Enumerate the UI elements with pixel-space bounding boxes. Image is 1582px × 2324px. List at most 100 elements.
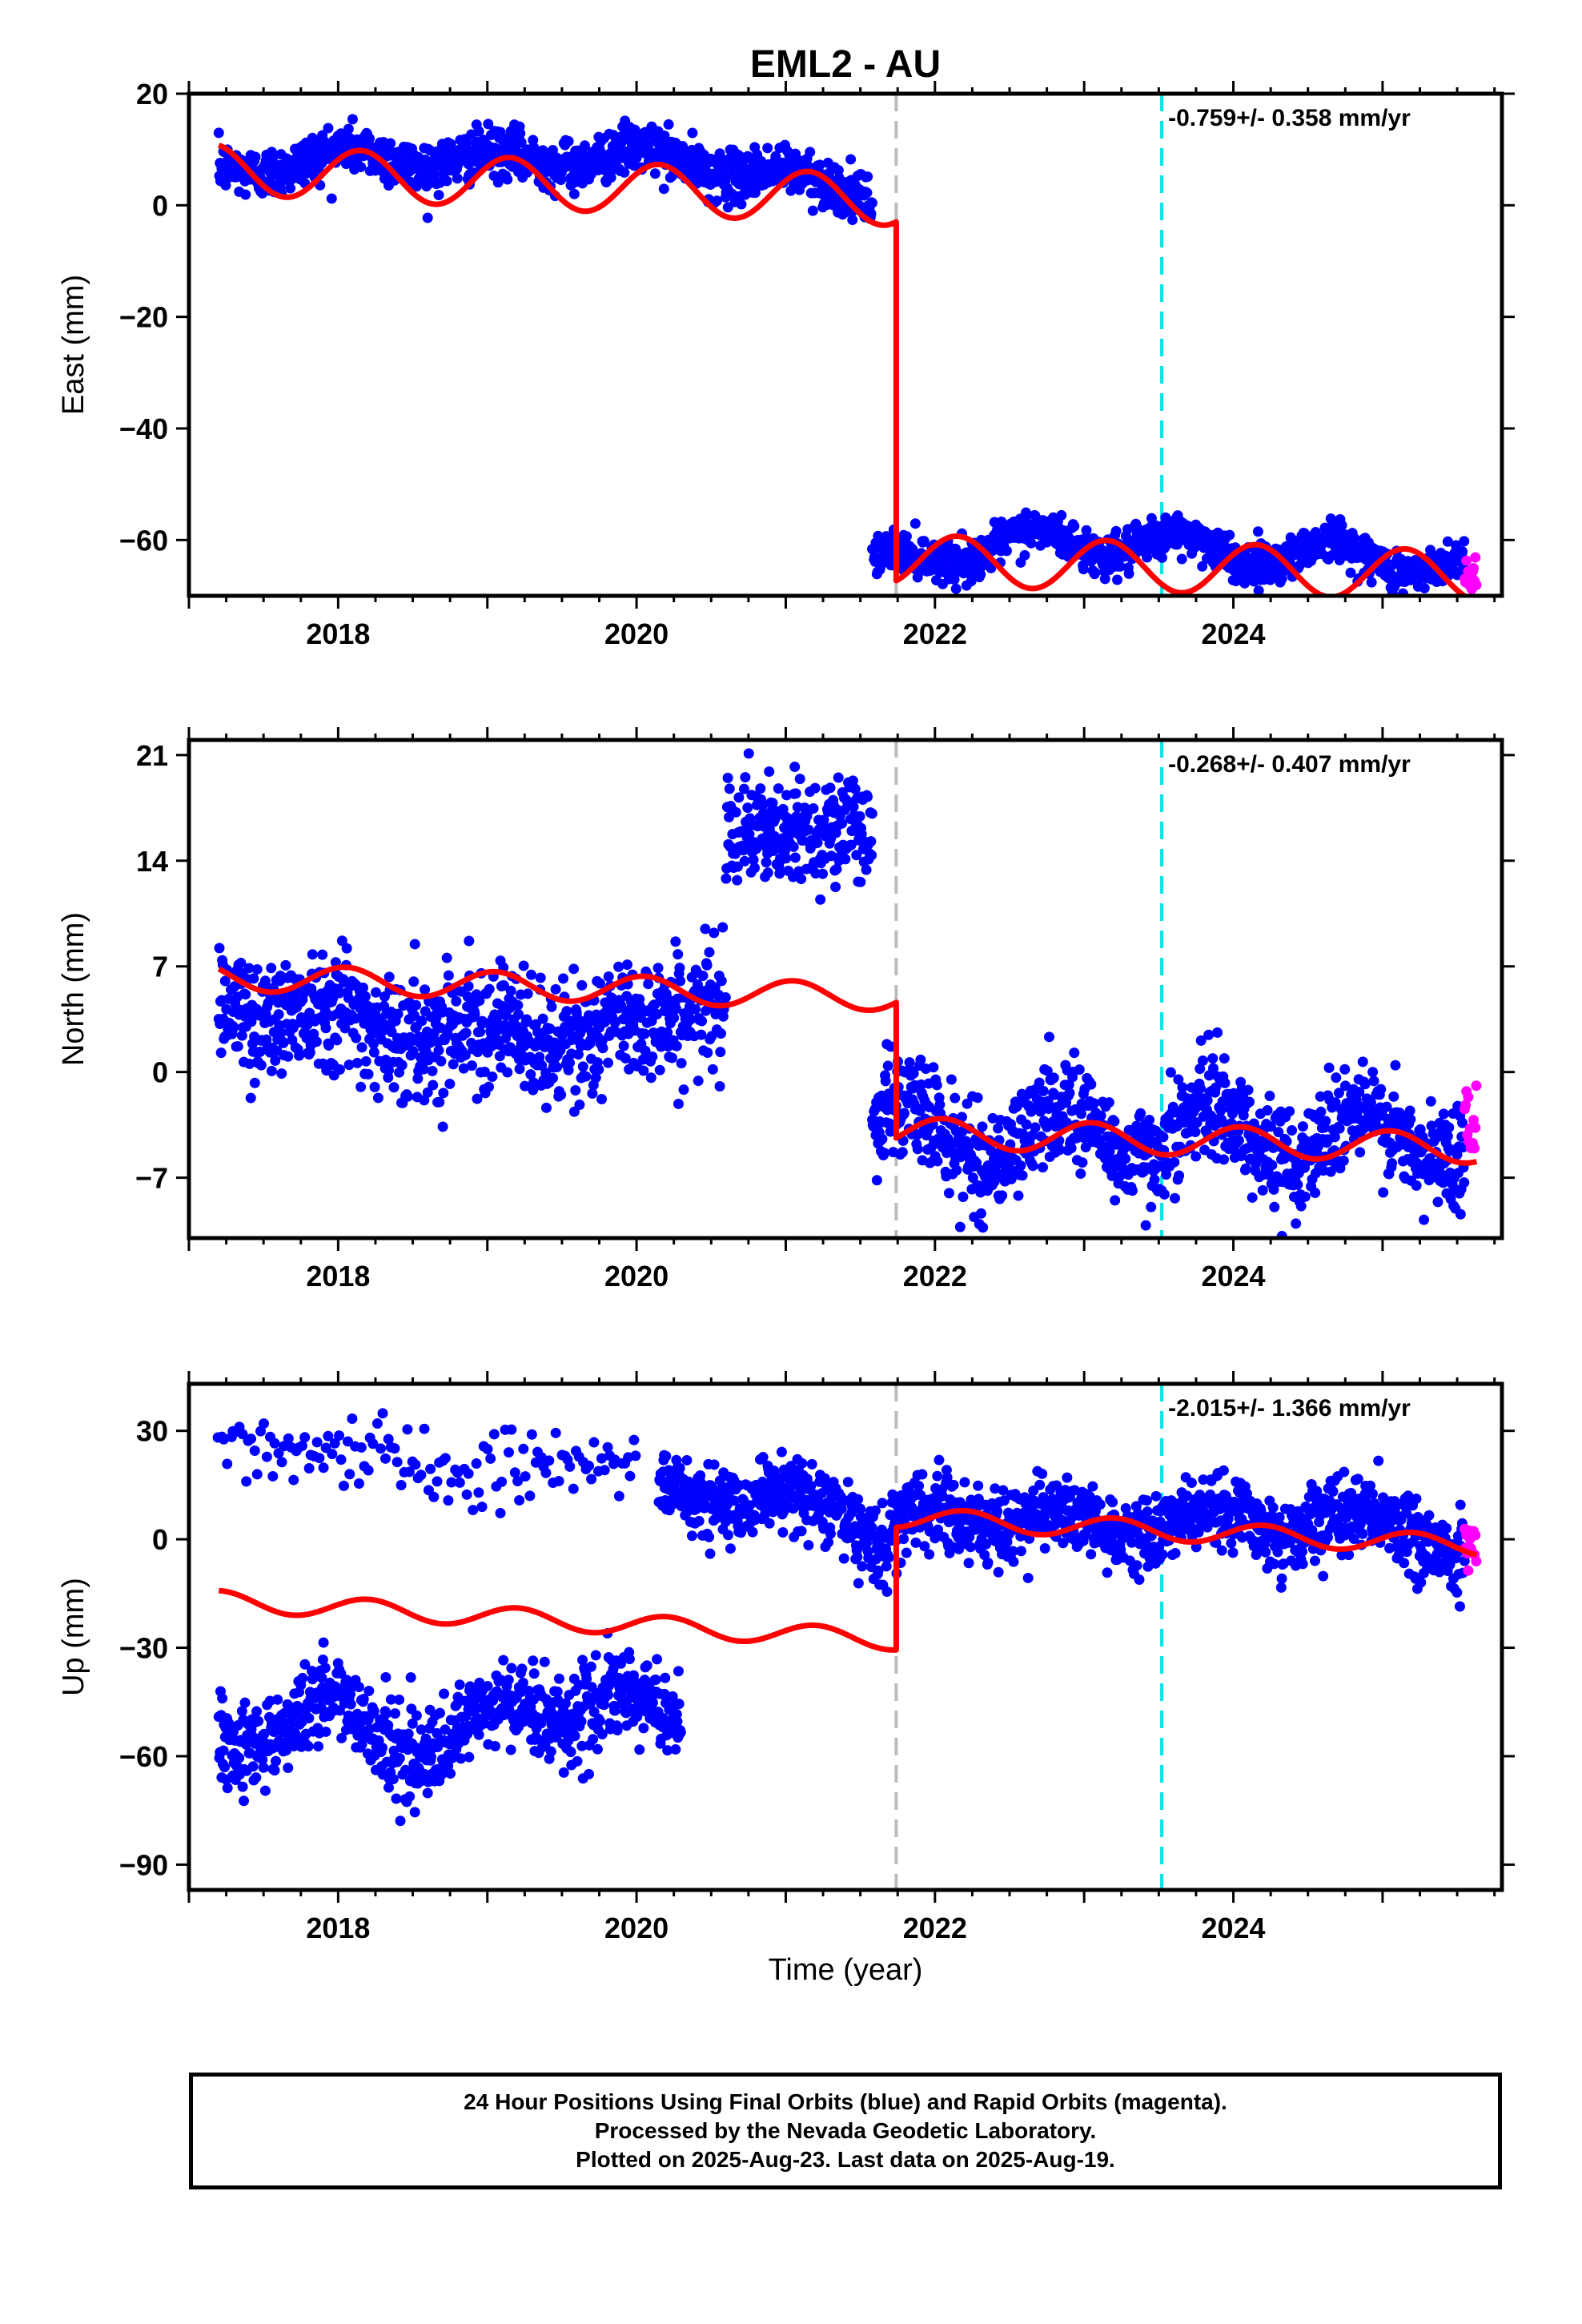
final-orbit-point xyxy=(1269,1201,1280,1212)
final-orbit-point xyxy=(239,1697,251,1708)
final-orbit-point xyxy=(788,841,799,852)
final-orbit-point xyxy=(643,143,654,154)
final-orbit-point xyxy=(1295,560,1306,571)
final-orbit-point xyxy=(1075,1108,1086,1120)
final-orbit-point xyxy=(460,1049,471,1060)
final-orbit-point xyxy=(404,1791,416,1802)
final-orbit-point xyxy=(877,1133,888,1144)
final-orbit-point xyxy=(255,1059,267,1071)
final-orbit-point xyxy=(456,1753,467,1764)
final-orbit-point xyxy=(618,1040,629,1051)
final-orbit-point xyxy=(649,999,661,1011)
final-orbit-point xyxy=(692,979,703,990)
final-orbit-point xyxy=(434,1096,445,1108)
final-orbit-point xyxy=(845,839,857,850)
final-orbit-point xyxy=(420,984,431,995)
final-orbit-point xyxy=(1157,552,1168,563)
final-orbit-point xyxy=(1292,1179,1303,1190)
model-fit-line xyxy=(217,964,1478,1166)
x-tick-label: 2022 xyxy=(903,617,967,650)
final-orbit-point xyxy=(685,1014,697,1025)
final-orbit-point xyxy=(978,1222,989,1233)
final-orbit-point xyxy=(659,131,670,142)
final-orbit-point xyxy=(702,1047,713,1059)
final-orbit-point xyxy=(372,1092,383,1104)
final-orbit-point xyxy=(334,1064,345,1076)
final-orbit-point xyxy=(419,1095,430,1106)
final-orbit-point xyxy=(833,165,844,176)
final-orbit-point xyxy=(709,927,720,939)
final-orbit-point xyxy=(716,975,727,987)
final-orbit-point xyxy=(1140,1220,1151,1231)
x-axis-label: Time (year) xyxy=(769,1953,923,1987)
final-orbit-point xyxy=(377,1742,388,1753)
final-orbit-point xyxy=(484,1081,495,1092)
y-tick-label: 0 xyxy=(152,1056,168,1089)
final-orbit-point xyxy=(323,1039,335,1051)
final-orbit-point xyxy=(466,1060,477,1072)
final-orbit-point xyxy=(387,1773,399,1784)
final-orbit-point xyxy=(1310,1188,1321,1199)
final-orbit-point xyxy=(946,1074,957,1085)
final-orbit-point xyxy=(1017,1170,1028,1181)
final-orbit-point xyxy=(443,970,454,981)
final-orbit-point xyxy=(678,1084,689,1096)
final-orbit-point xyxy=(663,119,674,130)
final-orbit-point xyxy=(1457,1117,1468,1128)
final-orbit-point xyxy=(448,1059,459,1070)
final-orbit-point xyxy=(445,1768,456,1779)
model-fit-line xyxy=(217,143,1470,596)
final-orbit-point xyxy=(1207,1053,1219,1064)
final-orbit-point xyxy=(711,195,722,207)
x-tick-label: 2018 xyxy=(306,1260,370,1293)
final-orbit-point xyxy=(848,801,859,812)
final-orbit-point xyxy=(1273,1127,1284,1138)
final-orbit-point xyxy=(1457,546,1468,557)
final-orbit-point xyxy=(1224,529,1235,541)
final-orbit-point xyxy=(394,1694,405,1705)
final-orbit-point xyxy=(1103,1097,1114,1108)
final-orbit-point xyxy=(472,1093,483,1104)
final-orbit-point xyxy=(522,988,533,999)
x-tick-label: 2024 xyxy=(1201,617,1265,650)
final-orbit-point xyxy=(1173,1074,1184,1085)
final-orbit-point xyxy=(266,1065,277,1076)
final-orbit-point xyxy=(385,1694,396,1705)
final-orbit-point xyxy=(409,939,420,950)
final-orbit-point xyxy=(1365,1097,1376,1108)
y-tick-label: −20 xyxy=(119,301,168,334)
final-orbit-point xyxy=(419,1768,430,1779)
final-orbit-point xyxy=(956,1112,967,1123)
final-orbit-point xyxy=(436,1769,448,1780)
final-orbit-point xyxy=(613,961,624,972)
final-orbit-point xyxy=(358,982,369,993)
final-orbit-point xyxy=(537,145,548,156)
final-orbit-point xyxy=(796,874,807,885)
final-orbit-point xyxy=(418,1063,429,1075)
final-orbit-point xyxy=(244,1058,255,1069)
final-orbit-point xyxy=(931,1080,942,1091)
final-orbit-point xyxy=(1197,1055,1208,1066)
final-orbit-point xyxy=(535,972,546,983)
final-orbit-point xyxy=(658,183,669,195)
final-orbit-point xyxy=(243,963,255,974)
final-orbit-point xyxy=(512,999,524,1011)
final-orbit-point xyxy=(336,935,347,947)
final-orbit-point xyxy=(1264,1091,1275,1102)
final-orbit-point xyxy=(1088,1098,1099,1109)
final-orbit-point xyxy=(740,772,751,783)
final-orbit-point xyxy=(742,802,753,814)
final-orbit-point xyxy=(479,1067,490,1078)
final-orbit-point xyxy=(341,943,352,954)
final-orbit-point xyxy=(1195,1083,1206,1094)
final-orbit-point xyxy=(1291,1218,1302,1229)
final-orbit-point xyxy=(464,935,475,947)
final-orbit-point xyxy=(717,922,729,933)
final-orbit-point xyxy=(420,1733,432,1744)
final-orbit-point xyxy=(537,1013,548,1024)
final-orbit-point xyxy=(383,971,395,983)
final-orbit-point xyxy=(1056,509,1067,521)
final-orbit-point xyxy=(463,981,474,992)
